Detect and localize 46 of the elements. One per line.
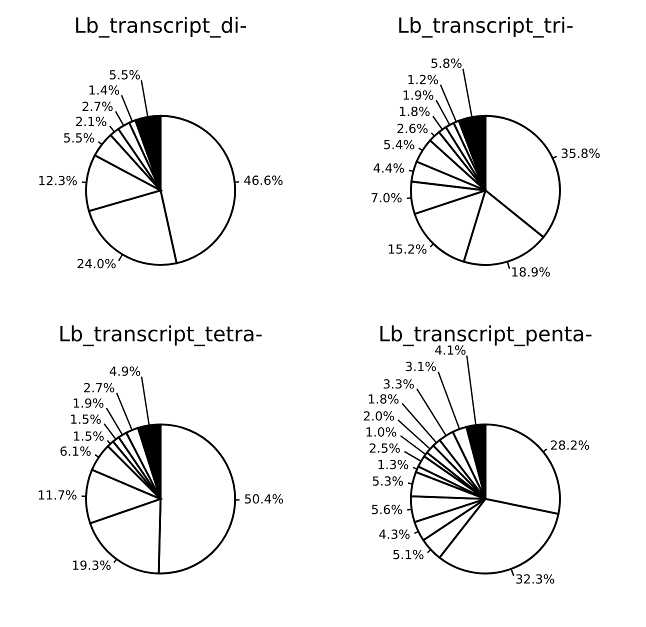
data-label: 5.5%: [110, 70, 140, 80]
data-label: 32.3%: [516, 574, 554, 584]
data-label: 3.1%: [406, 362, 436, 372]
data-label: 1.9%: [404, 90, 434, 100]
data-label: 1.5%: [74, 431, 104, 441]
data-label: 50.4%: [245, 494, 284, 504]
data-label: 2.1%: [76, 116, 106, 126]
data-label: 12.3%: [39, 176, 77, 186]
data-label: 1.8%: [368, 394, 399, 404]
data-label: 1.5%: [71, 414, 101, 424]
data-label: 18.9%: [512, 267, 550, 277]
data-label: 2.6%: [397, 124, 428, 134]
chart-title: Lb_transcript_di-: [76, 16, 246, 38]
data-label: 4.9%: [110, 366, 140, 376]
data-label: 5.4%: [384, 140, 414, 150]
chart-title: Lb_transcript_penta-: [380, 325, 592, 346]
data-label: 11.7%: [38, 490, 76, 500]
data-label: 6.1%: [60, 446, 91, 456]
data-label: 5.6%: [372, 504, 402, 514]
data-label: 3.3%: [384, 379, 414, 389]
data-label: 1.3%: [378, 460, 408, 470]
data-label: 5.3%: [372, 476, 403, 486]
data-label: 2.5%: [370, 443, 400, 453]
data-label: 35.8%: [562, 148, 600, 158]
data-label: 46.6%: [244, 176, 283, 186]
data-label: 1.8%: [400, 106, 430, 116]
data-label: 5.1%: [393, 550, 424, 560]
data-label: 4.3%: [379, 530, 410, 539]
data-label: 1.4%: [89, 85, 120, 95]
data-label: 24.0%: [78, 258, 116, 268]
data-label: 4.4%: [374, 163, 404, 173]
data-label: 2.0%: [364, 411, 394, 421]
data-label: 1.2%: [408, 74, 438, 84]
data-label: 15.2%: [388, 244, 426, 254]
data-label: 7.0%: [372, 192, 402, 202]
data-label: 1.0%: [366, 427, 396, 437]
chart-title: Lb_transcript_tri-: [399, 16, 573, 38]
data-label: 19.3%: [72, 560, 111, 570]
data-label: 28.2%: [551, 440, 590, 450]
data-label: 1.9%: [74, 398, 104, 408]
data-label: 5.5%: [64, 133, 94, 143]
data-label: 2.7%: [84, 382, 114, 392]
data-label: 4.1%: [435, 345, 466, 355]
data-label: 2.7%: [82, 102, 113, 112]
data-label: 5.8%: [431, 58, 462, 68]
chart-title: Lb_transcript_tetra-: [60, 325, 262, 346]
